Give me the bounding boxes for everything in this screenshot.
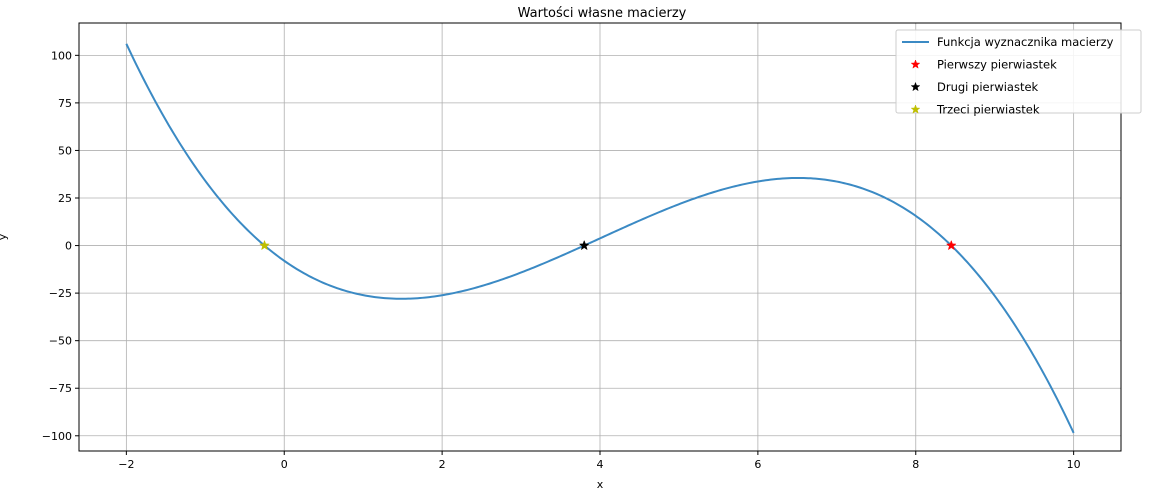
y-tick-label: 0 — [65, 240, 72, 253]
x-tick-label: 6 — [754, 458, 761, 471]
plot-area — [125, 43, 1075, 434]
legend-star-swatch — [910, 81, 921, 92]
second-root-marker — [578, 239, 590, 251]
y-tick-label: −100 — [42, 430, 72, 443]
legend-star-swatch — [910, 59, 921, 69]
x-tick-label: 2 — [439, 458, 446, 471]
x-axis-label: x — [597, 478, 604, 491]
y-tick-label: −50 — [49, 335, 72, 348]
legend-box — [895, 29, 1142, 114]
x-tick-label: 4 — [597, 458, 604, 471]
determinant-curve — [125, 43, 1075, 434]
third-root-marker — [259, 239, 270, 251]
y-tick-label: 50 — [58, 144, 72, 157]
x-tick-label: −2 — [118, 458, 134, 471]
y-tick-label: −25 — [49, 287, 72, 300]
y-ticks: −100 −75 −50 −25 0 25 50 75 100 — [42, 49, 79, 443]
y-tick-label: 75 — [58, 97, 72, 110]
legend-star-swatch — [910, 104, 921, 114]
x-ticks: −2 0 2 4 6 8 10 — [118, 451, 1081, 471]
chart-title: Wartości własne macierzy — [518, 6, 687, 21]
y-tick-label: 25 — [58, 192, 72, 205]
legend-label: Trzeci pierwiastek — [936, 103, 1040, 117]
y-tick-label: 100 — [51, 49, 72, 62]
legend-label: Funkcja wyznacznika macierzy — [937, 35, 1114, 49]
legend: Funkcja wyznacznika macierzy Pierwszy pie… — [895, 29, 1142, 117]
first-root-marker — [945, 239, 957, 251]
x-tick-label: 10 — [1067, 458, 1081, 471]
legend-label: Drugi pierwiastek — [937, 80, 1039, 94]
y-tick-label: −75 — [49, 382, 72, 395]
x-tick-label: 0 — [281, 458, 288, 471]
legend-label: Pierwszy pierwiastek — [937, 58, 1057, 72]
y-axis-label: y — [0, 233, 9, 240]
x-tick-label: 8 — [912, 458, 919, 471]
